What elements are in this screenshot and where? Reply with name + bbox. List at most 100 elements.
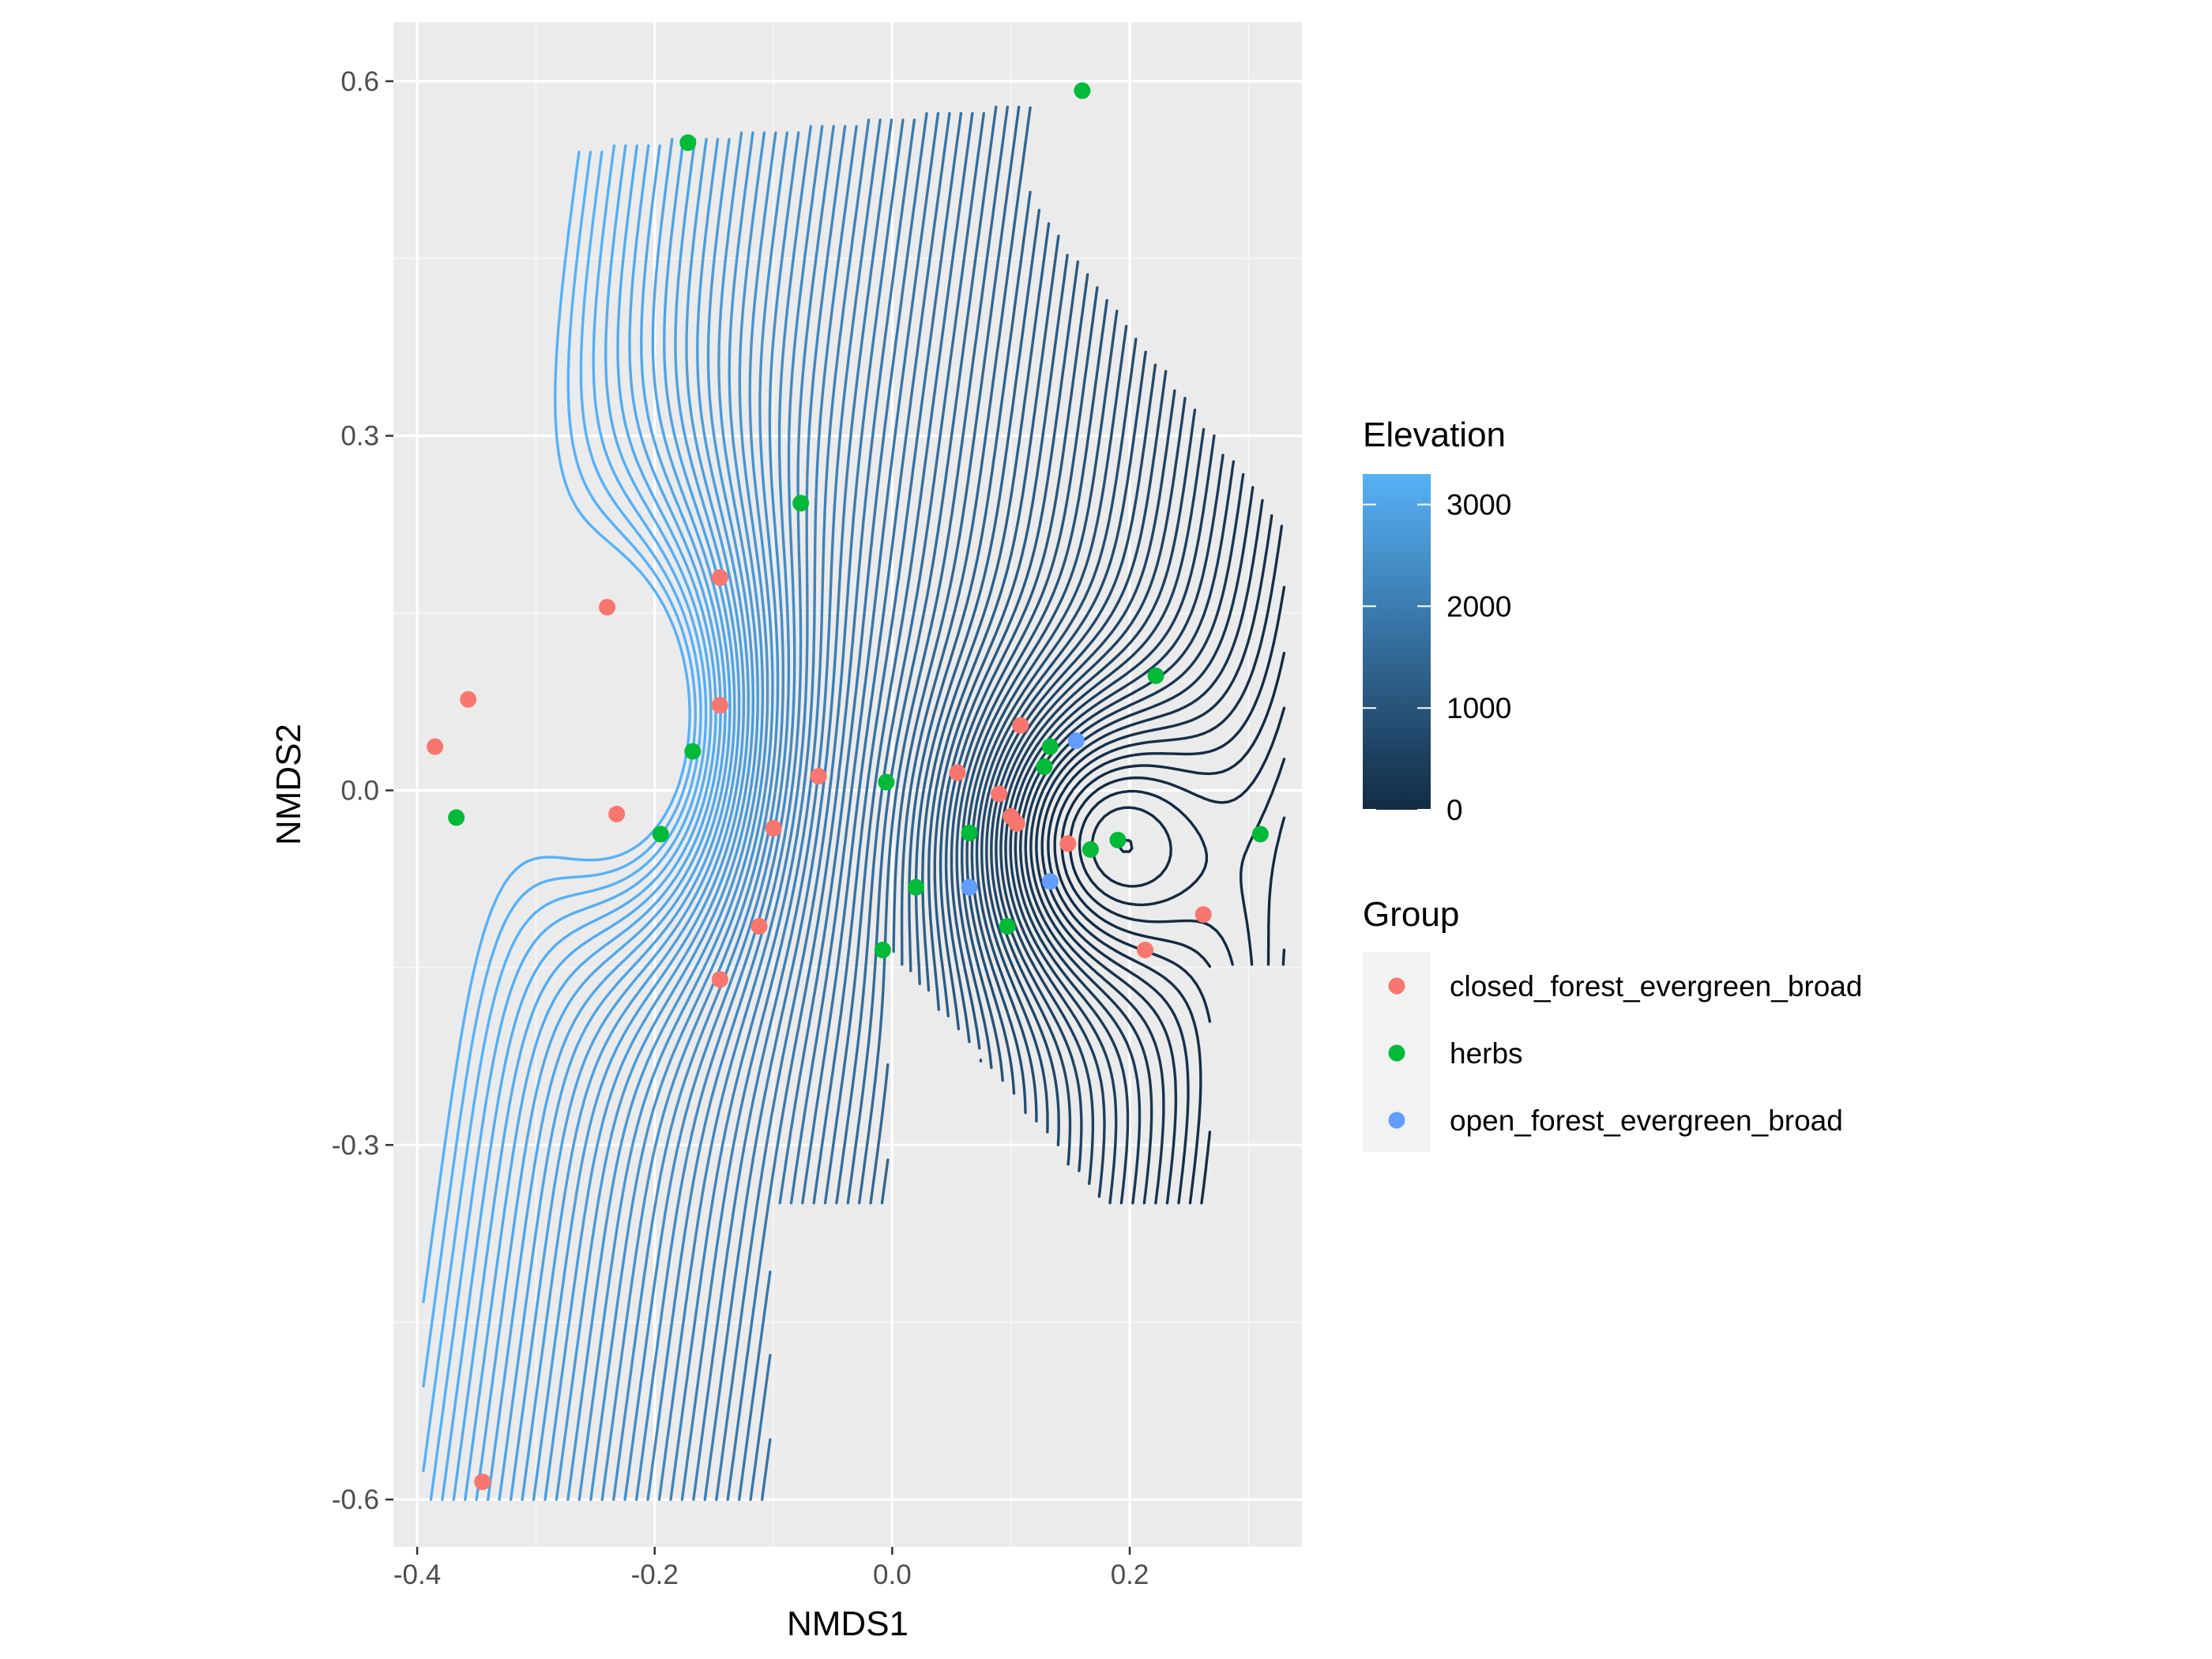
contour-line: [577, 131, 769, 1501]
axes: -0.4 -0.2 0.0 0.2 -0.6 -0.3 0.0 0.3 0.6: [332, 66, 1149, 1590]
point-herbs: [874, 941, 891, 958]
elevation-legend-title: Elevation: [1363, 416, 1506, 454]
contour-line: [422, 150, 697, 1388]
contour-line: [680, 118, 871, 1501]
contour-line: [1035, 498, 1264, 1205]
x-tick-label: 0.0: [873, 1559, 912, 1590]
contour-line: [738, 111, 928, 1501]
contour-line: [703, 118, 893, 1501]
contour-line: [999, 408, 1197, 1185]
point-closed-forest-evergreen-broad: [1059, 835, 1077, 852]
y-tick-label: 0.3: [340, 421, 379, 452]
point-closed-forest-evergreen-broad: [1008, 814, 1025, 832]
point-herbs: [652, 826, 669, 843]
point-closed-forest-evergreen-broad: [599, 599, 616, 616]
point-herbs: [1109, 831, 1127, 848]
legend-label-closed-forest-evergreen-broad: closed_forest_evergreen_broad: [1450, 970, 1862, 1003]
point-closed-forest-evergreen-broad: [750, 918, 768, 935]
contour-line: [1053, 585, 1286, 1205]
contour-line: [880, 106, 1032, 1205]
elevation-legend: Elevation 0 1000 2000 3000: [1363, 416, 1511, 826]
contour-line: [475, 144, 727, 1501]
contour-line: [487, 137, 732, 1501]
point-open-forest-evergreen-broad: [1041, 873, 1059, 890]
contour-line: [1090, 806, 1286, 966]
point-herbs: [1036, 758, 1053, 776]
contour-line: [1014, 453, 1224, 1205]
legend-key-herbs: [1388, 1044, 1405, 1062]
legend-key-closed-forest-evergreen-broad: [1388, 977, 1405, 995]
contour-line: [429, 144, 708, 1501]
contour-line: [464, 144, 722, 1501]
contour-line: [1029, 486, 1255, 1205]
contour-line: [975, 350, 1147, 1123]
contour-line: [869, 105, 1021, 1205]
contour-line: [509, 137, 741, 1501]
point-herbs: [1147, 667, 1164, 684]
point-closed-forest-evergreen-broad: [711, 569, 728, 586]
contour-line: [566, 131, 765, 1501]
group-legend-title: Group: [1363, 895, 1459, 934]
contour-line: [669, 125, 858, 1501]
point-open-forest-evergreen-broad: [961, 878, 978, 896]
elevation-colorbar: [1363, 474, 1431, 810]
sample-points: [427, 82, 1269, 1491]
contour-line: [846, 105, 998, 1205]
legend-label-herbs: herbs: [1450, 1037, 1523, 1070]
point-closed-forest-evergreen-broad: [474, 1473, 491, 1491]
point-closed-forest-evergreen-broad: [765, 819, 782, 837]
contour-line: [544, 137, 754, 1501]
point-herbs: [684, 743, 702, 760]
contour-line: [715, 118, 905, 1501]
y-tick-label: 0.6: [340, 66, 379, 97]
point-closed-forest-evergreen-broad: [427, 738, 444, 755]
contour-line: [692, 118, 882, 1501]
point-closed-forest-evergreen-broad: [608, 805, 626, 822]
point-closed-forest-evergreen-broad: [1194, 906, 1212, 924]
point-herbs: [792, 495, 810, 512]
x-tick-label: -0.4: [393, 1559, 441, 1590]
legend-key-open-forest-evergreen-broad: [1388, 1112, 1405, 1129]
group-legend: Group closed_forest_evergreen_broadherbs…: [1363, 895, 1862, 1152]
point-herbs: [679, 134, 697, 152]
colorbar-label: 1000: [1446, 692, 1511, 724]
contour-line: [521, 137, 746, 1501]
y-tick-label: -0.3: [332, 1130, 379, 1161]
point-herbs: [878, 773, 895, 791]
contour-line: [441, 144, 713, 1501]
contour-line: [760, 111, 951, 1501]
colorbar-label: 2000: [1446, 590, 1511, 623]
contour-line: [657, 125, 847, 1501]
contour-line: [555, 131, 759, 1501]
y-tick-label: -0.6: [332, 1484, 379, 1515]
contour-line: [589, 131, 777, 1501]
point-open-forest-evergreen-broad: [1067, 732, 1085, 750]
point-herbs: [999, 918, 1016, 935]
contour-line: [985, 370, 1168, 1146]
contour-line: [1019, 460, 1236, 1205]
contour-line: [498, 137, 736, 1501]
contour-line: [532, 137, 750, 1501]
x-tick-label: -0.2: [631, 1559, 679, 1590]
contour-line: [939, 260, 1080, 1031]
contour-line: [961, 310, 1119, 1082]
contour-line: [812, 111, 963, 1205]
point-herbs: [1041, 738, 1059, 755]
point-herbs: [1082, 841, 1099, 858]
point-closed-forest-evergreen-broad: [1012, 717, 1029, 734]
contour-line: [726, 118, 916, 1501]
contour-line: [908, 190, 1032, 972]
contour-line: [965, 325, 1128, 1095]
elevation-contours: [422, 105, 1286, 1501]
contour-line: [980, 363, 1157, 1134]
point-closed-forest-evergreen-broad: [460, 690, 477, 708]
contour-line: [600, 131, 788, 1501]
point-closed-forest-evergreen-broad: [991, 785, 1008, 803]
contour-line: [1060, 652, 1286, 968]
contour-line: [612, 131, 800, 1501]
contour-line: [1078, 758, 1286, 966]
point-closed-forest-evergreen-broad: [1137, 941, 1154, 958]
point-closed-forest-evergreen-broad: [949, 764, 966, 781]
